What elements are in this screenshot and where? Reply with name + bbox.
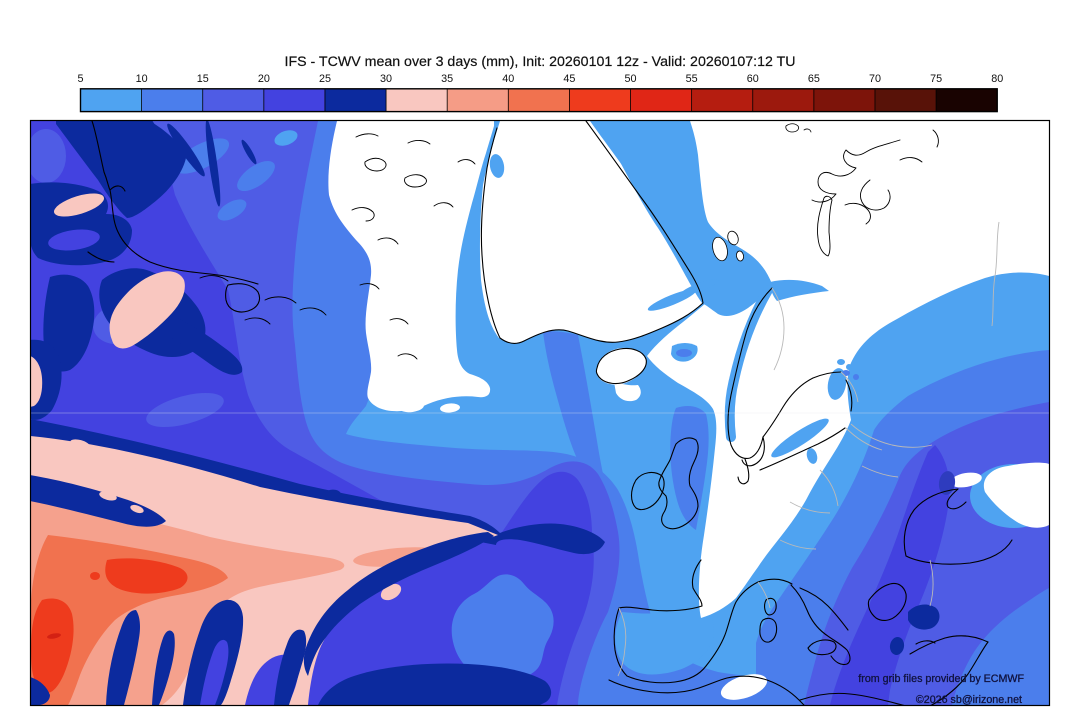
svg-text:35: 35 — [441, 73, 453, 85]
svg-text:75: 75 — [930, 73, 942, 85]
svg-text:25: 25 — [319, 73, 331, 85]
svg-text:15: 15 — [197, 73, 209, 85]
svg-text:from grib files provided by EC: from grib files provided by ECMWF — [858, 673, 1024, 685]
svg-text:IFS - TCWV mean over 3 days (m: IFS - TCWV mean over 3 days (mm), Init: … — [285, 54, 796, 70]
svg-text:30: 30 — [380, 73, 392, 85]
svg-text:45: 45 — [563, 73, 575, 85]
svg-text:20: 20 — [258, 73, 270, 85]
svg-text:50: 50 — [625, 73, 637, 85]
svg-text:60: 60 — [747, 73, 759, 85]
svg-text:5: 5 — [77, 73, 83, 85]
svg-text:70: 70 — [869, 73, 881, 85]
svg-text:40: 40 — [502, 73, 514, 85]
svg-text:55: 55 — [686, 73, 698, 85]
svg-text:80: 80 — [991, 73, 1003, 85]
svg-text:©2026 sb@irizone.net: ©2026 sb@irizone.net — [916, 694, 1022, 706]
svg-text:10: 10 — [136, 73, 148, 85]
svg-text:65: 65 — [808, 73, 820, 85]
